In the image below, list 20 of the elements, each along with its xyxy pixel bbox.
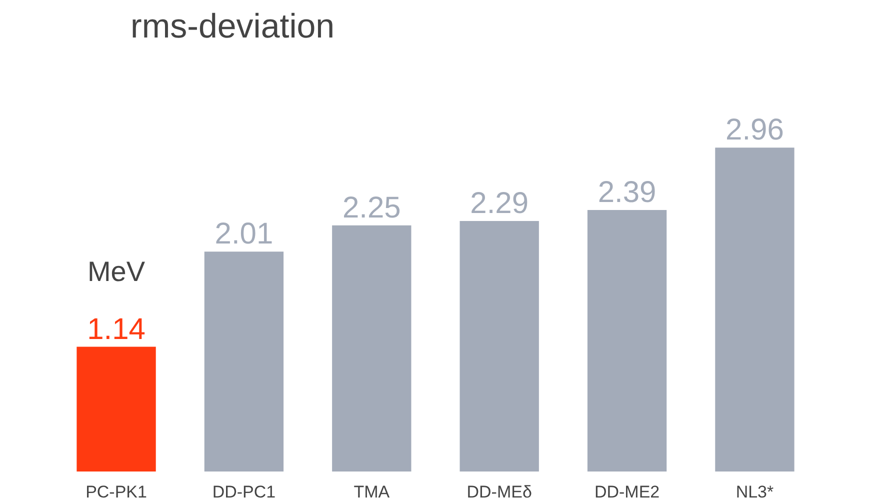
x-tick-label: DD-ME2: [594, 482, 660, 502]
data-label: 1.14: [87, 312, 146, 346]
chart-title: rms-deviation: [130, 8, 335, 46]
data-label: 2.01: [214, 218, 274, 251]
data-label: 2.96: [726, 114, 784, 147]
data-label: 2.29: [470, 186, 529, 220]
x-tick-label: NL3*: [736, 482, 774, 502]
x-tick-label: PC-PK1: [86, 482, 147, 502]
bar: [715, 148, 794, 472]
data-label: 2.25: [342, 191, 401, 224]
x-tick-label: DD-MEδ: [466, 482, 532, 502]
bar: [76, 346, 156, 472]
bar: [460, 220, 539, 472]
data-label: 2.39: [598, 176, 656, 210]
x-tick-label: DD-PC1: [212, 482, 276, 502]
bar: [332, 225, 412, 472]
y-axis-title: MeV: [87, 256, 146, 287]
x-tick-label: TMA: [354, 482, 390, 502]
bar: [587, 210, 667, 472]
bar: [204, 252, 284, 472]
